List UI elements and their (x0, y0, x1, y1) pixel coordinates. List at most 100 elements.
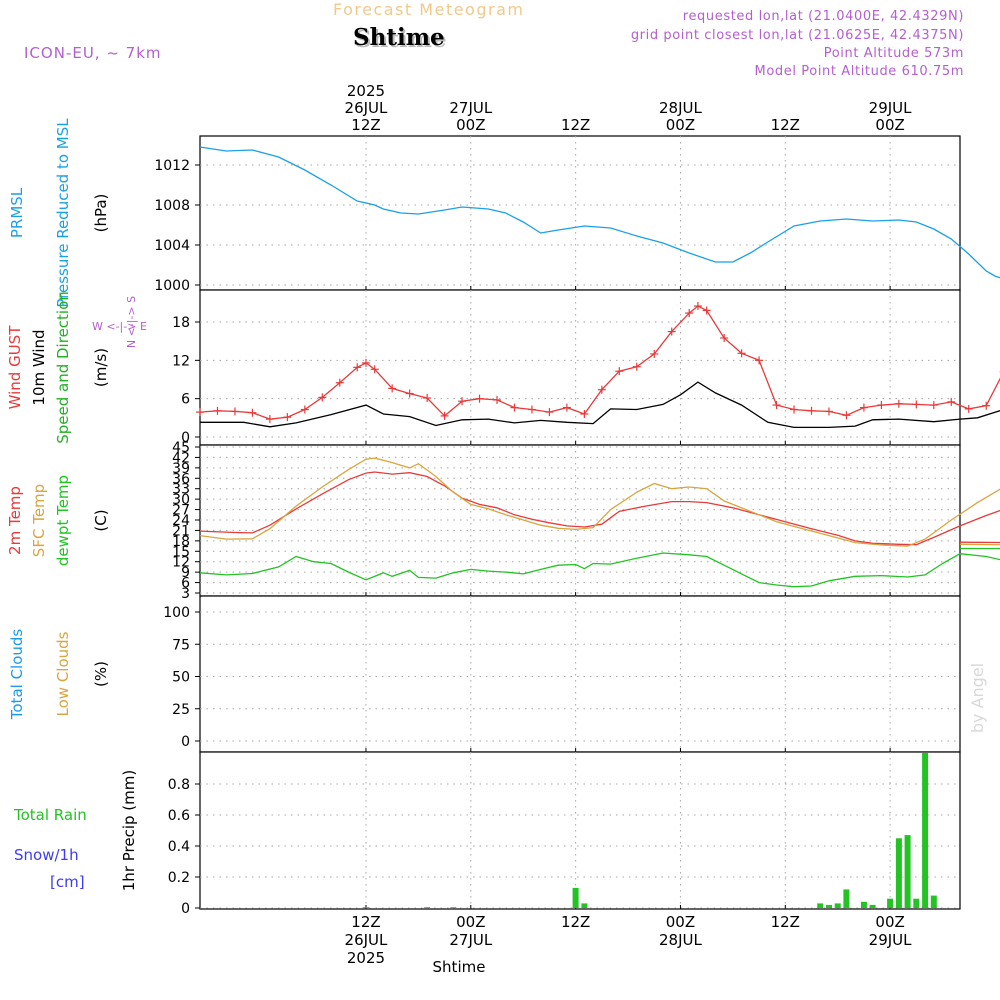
top-time-label: 00Z (456, 116, 485, 134)
precip-ytick-label: 0.2 (168, 870, 190, 886)
clouds-unit: (%) (92, 661, 110, 687)
wind-ytick-label: 0 (181, 430, 190, 446)
precip-title-0: 1hr Precip (mm) (120, 770, 138, 891)
bottom-time-label: 12Z (771, 913, 800, 931)
temperature-ytick-label: 9 (181, 565, 190, 581)
wind-series-0-line (199, 305, 1000, 420)
precip-bar (860, 901, 867, 908)
clouds-frame (199, 595, 961, 753)
pressure-title-1: Pressure Reduced to MSL (54, 118, 72, 308)
clouds-ytick-label: 0 (181, 734, 190, 750)
temperature-ytick-label: 42 (172, 450, 190, 466)
temperature-ytick-label: 6 (181, 576, 190, 592)
precip-legend-0: Total Rain (13, 806, 87, 824)
precip-bar (826, 904, 832, 908)
pressure-ytick-label: 1004 (154, 238, 190, 254)
wind-ytick-label: 12 (172, 353, 190, 369)
temperature-title-1: SFC Temp (30, 484, 48, 557)
pressure-frame (199, 135, 961, 291)
pressure-title-0: PRMSL (8, 187, 26, 238)
pressure-ytick-label: 1008 (154, 198, 190, 214)
top-time-label: 27JUL (449, 99, 492, 117)
clouds-ytick-label: 100 (163, 605, 190, 621)
temperature-ytick-label: 12 (172, 555, 190, 571)
wind-title-0: Wind GUST (6, 325, 24, 410)
pressure-ytick-label: 1012 (154, 158, 190, 174)
clouds-ytick-label: 25 (172, 702, 190, 718)
wind-frame (199, 289, 961, 446)
temperature-frame (199, 444, 961, 597)
temperature-series-2-line (199, 547, 1000, 588)
temperature-ytick-label: 30 (172, 492, 190, 508)
station-title: Shtime (353, 24, 445, 51)
temperature-ytick-label: 18 (172, 534, 190, 550)
requested-location: requested lon,lat (21.0400E, 42.4329N) (682, 9, 964, 24)
wind-unit: (m/s) (92, 348, 110, 387)
clouds-title-0: Total Clouds (8, 629, 26, 721)
temperature-title-0: 2m Temp (6, 486, 24, 555)
precip-bar (930, 895, 937, 908)
watermark: by Angel (968, 663, 987, 733)
compass-label: W <-|-> E (92, 320, 147, 333)
top-time-label: 29JUL (869, 99, 912, 117)
top-time-label: 12Z (351, 116, 380, 134)
top-time-label: 00Z (666, 116, 695, 134)
precip-bar (572, 887, 579, 908)
precip-ytick-label: 0.6 (168, 808, 190, 824)
top-time-label: 00Z (875, 116, 904, 134)
precip-bar (363, 907, 369, 908)
temperature-ytick-label: 45 (172, 440, 190, 456)
wind-title-1: 10m Wind (30, 329, 48, 405)
top-time-label: 26JUL (345, 99, 388, 117)
bottom-time-label: 27JUL (449, 931, 492, 949)
precip-bar (450, 907, 457, 908)
top-time-label: 12Z (561, 116, 590, 134)
model-altitude: Model Point Altitude 610.75m (754, 64, 964, 79)
temperature-title-2: dewpt Temp (54, 475, 72, 566)
grid-point-location: grid point closest lon,lat (21.0625E, 42… (630, 28, 964, 43)
temperature-ytick-label: 36 (172, 471, 190, 487)
temperature-ytick-label: 24 (172, 513, 190, 529)
bottom-time-label: 00Z (666, 913, 695, 931)
precip-bar (887, 898, 894, 908)
model-label: ICON-EU, ~ 7km (24, 44, 162, 62)
wind-title-2: Speed and Direction (54, 291, 72, 444)
precip-bar (904, 835, 911, 908)
point-altitude: Point Altitude 573m (823, 46, 964, 61)
bottom-time-label: 12Z (561, 913, 590, 931)
wind-ytick-label: 6 (181, 392, 190, 408)
top-time-label: 28JUL (659, 99, 702, 117)
temperature-ytick-label: 15 (172, 544, 190, 560)
precip-bar (895, 838, 902, 909)
precip-bar (869, 904, 876, 908)
pressure-series-0-line (199, 146, 1000, 279)
pressure-unit: (hPa) (92, 194, 110, 233)
precip-bar (581, 903, 588, 908)
precip-bar (817, 903, 824, 908)
top-time-label: 12Z (771, 116, 800, 134)
precip-legend-2: [cm] (50, 873, 85, 891)
compass-vertical: N <-|-> S (125, 296, 138, 348)
bottom-time-label: 29JUL (869, 931, 912, 949)
precip-ytick-label: 0.8 (168, 777, 190, 793)
temperature-ytick-label: 27 (172, 503, 190, 519)
temperature-ytick-label: 21 (172, 523, 190, 539)
temperature-series-1-line (199, 457, 1000, 547)
clouds-ytick-label: 50 (172, 670, 190, 686)
bottom-station-label: Shtime (433, 958, 486, 976)
wind-ytick-label: 18 (172, 315, 190, 331)
product-title: Forecast Meteogram (333, 0, 525, 19)
clouds-ytick-label: 75 (172, 637, 190, 653)
top-time-label: 2025 (347, 82, 385, 100)
precip-frame (199, 751, 961, 910)
bottom-time-label: 28JUL (659, 931, 702, 949)
bottom-time-label: 12Z (351, 913, 380, 931)
bottom-time-label: 26JUL (345, 931, 388, 949)
bottom-time-label: 00Z (456, 913, 485, 931)
temperature-ytick-label: 3 (181, 586, 190, 602)
pressure-ytick-label: 1000 (154, 278, 190, 294)
temperature-ytick-label: 39 (172, 461, 190, 477)
precip-legend-1: Snow/1h (14, 846, 79, 864)
precip-ytick-label: 0 (181, 901, 190, 917)
